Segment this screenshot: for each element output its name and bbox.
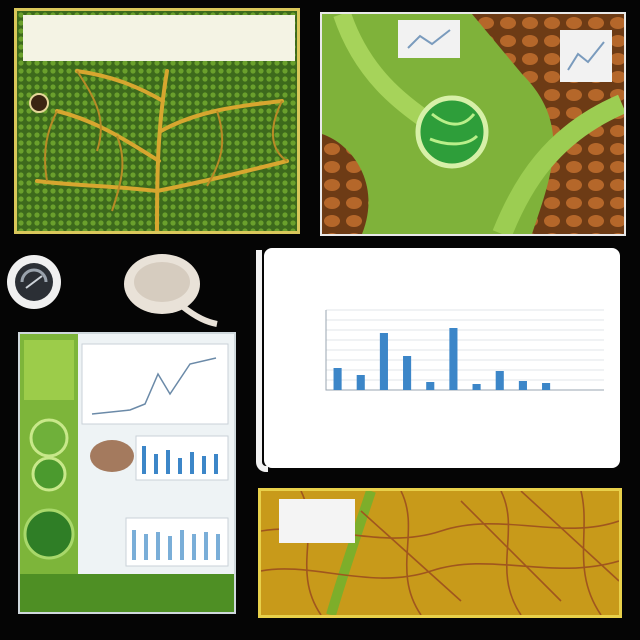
vein-network-panel <box>258 488 622 618</box>
chart-bar <box>472 384 481 390</box>
chart-bar <box>403 356 412 390</box>
chart-bar <box>449 328 458 390</box>
collage-panel <box>18 332 236 614</box>
chloroplast-illustration <box>322 14 624 234</box>
chart-bar <box>333 368 342 390</box>
vein-network-illustration <box>261 491 619 615</box>
chart-bar <box>542 383 551 390</box>
chloroplast-panel <box>320 12 626 236</box>
magnifier-circle-icon <box>7 255 61 309</box>
leaf-vein-panel <box>14 8 300 234</box>
chart-bar <box>356 375 365 390</box>
chart-bar <box>426 382 435 390</box>
chart-bar <box>495 371 504 390</box>
chart-axes <box>325 310 604 391</box>
seed-icon <box>124 254 218 327</box>
leaf-panel-title <box>23 15 295 61</box>
chart-card-frame <box>256 250 268 472</box>
bar-chart <box>325 309 604 391</box>
bar-chart-card <box>264 248 620 468</box>
collage-illustration <box>20 334 234 612</box>
chart-bar <box>518 381 527 390</box>
chart-bar <box>379 333 388 390</box>
